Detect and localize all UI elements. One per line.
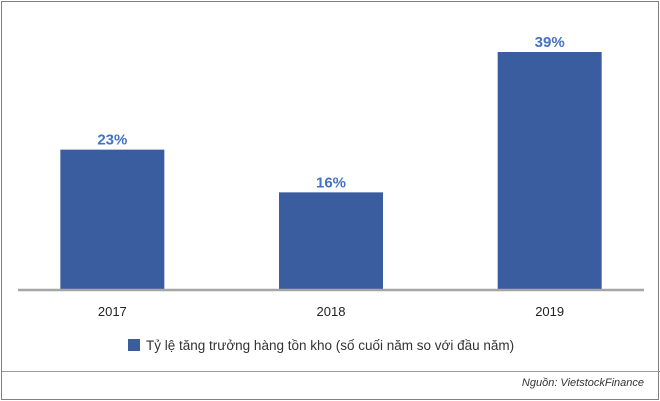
bar-2018 — [279, 192, 383, 290]
bar-2017 — [60, 149, 165, 290]
data-label-2019: 39% — [535, 34, 565, 51]
legend-swatch — [128, 339, 140, 351]
data-label-2017: 23% — [97, 132, 127, 149]
source-divider — [2, 371, 660, 372]
bar-2019 — [497, 52, 602, 290]
data-label-2018: 16% — [316, 174, 346, 191]
x-tick-label-2019: 2019 — [535, 304, 564, 319]
x-tick-label-2018: 2018 — [317, 304, 346, 319]
source-note: Nguồn: VietstockFinance — [521, 377, 644, 389]
x-tick-label-2017: 2017 — [98, 304, 127, 319]
legend-label: Tỷ lệ tăng trưởng hàng tồn kho (số cuối … — [146, 338, 514, 353]
